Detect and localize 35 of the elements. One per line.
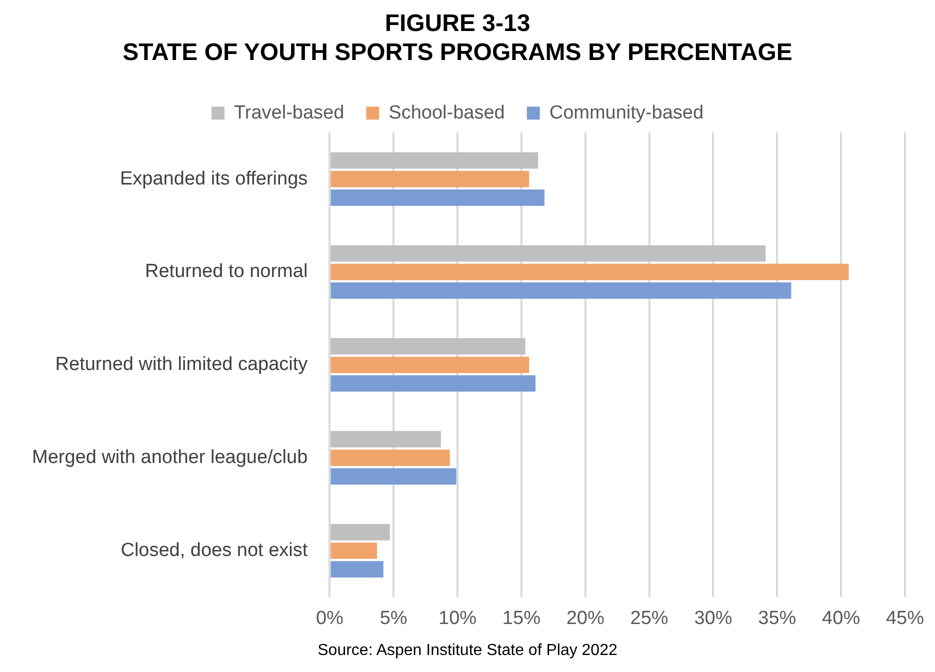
x-tick-label: 35% xyxy=(758,608,796,629)
x-tick-label: 25% xyxy=(630,608,668,629)
source-note: Source: Aspen Institute State of Play 2022 xyxy=(316,642,618,660)
bar xyxy=(330,542,377,559)
x-tick-label: 15% xyxy=(502,608,541,629)
legend-label: Travel-based xyxy=(234,102,344,124)
x-tick-label: 5% xyxy=(380,608,408,629)
bar xyxy=(330,450,450,466)
bar xyxy=(330,375,536,392)
y-tick-label: Expanded its offerings xyxy=(120,168,308,190)
bar xyxy=(330,338,526,354)
bar xyxy=(330,152,538,169)
bar xyxy=(330,561,384,578)
legend-label: School-based xyxy=(388,102,505,124)
y-tick-label: Merged with another league/club xyxy=(32,447,308,468)
x-tick-label: 45% xyxy=(886,608,924,629)
bar xyxy=(330,282,792,299)
x-tick-label: 30% xyxy=(694,608,732,629)
x-tick-label: 20% xyxy=(566,608,604,629)
y-tick-label: Closed, does not exist xyxy=(120,540,308,561)
chart-title: FIGURE 3-13 STATE OF YOUTH SPORTS PROGRAMS BY PERCENTAGE xyxy=(122,10,792,66)
bar xyxy=(330,468,456,485)
bar xyxy=(330,170,530,188)
y-tick-label: Returned with limited capacity xyxy=(55,354,308,376)
bar xyxy=(330,431,441,448)
bar xyxy=(330,524,390,540)
x-tick-label: 40% xyxy=(822,608,860,629)
x-tick-label: 10% xyxy=(438,608,477,629)
bar xyxy=(330,264,849,280)
bar xyxy=(330,245,766,262)
bar xyxy=(330,189,544,206)
bar xyxy=(330,356,530,374)
y-tick-label: Returned to normal xyxy=(145,261,308,282)
x-tick-label: 0% xyxy=(316,608,344,629)
legend-label: Community-based xyxy=(549,102,704,124)
